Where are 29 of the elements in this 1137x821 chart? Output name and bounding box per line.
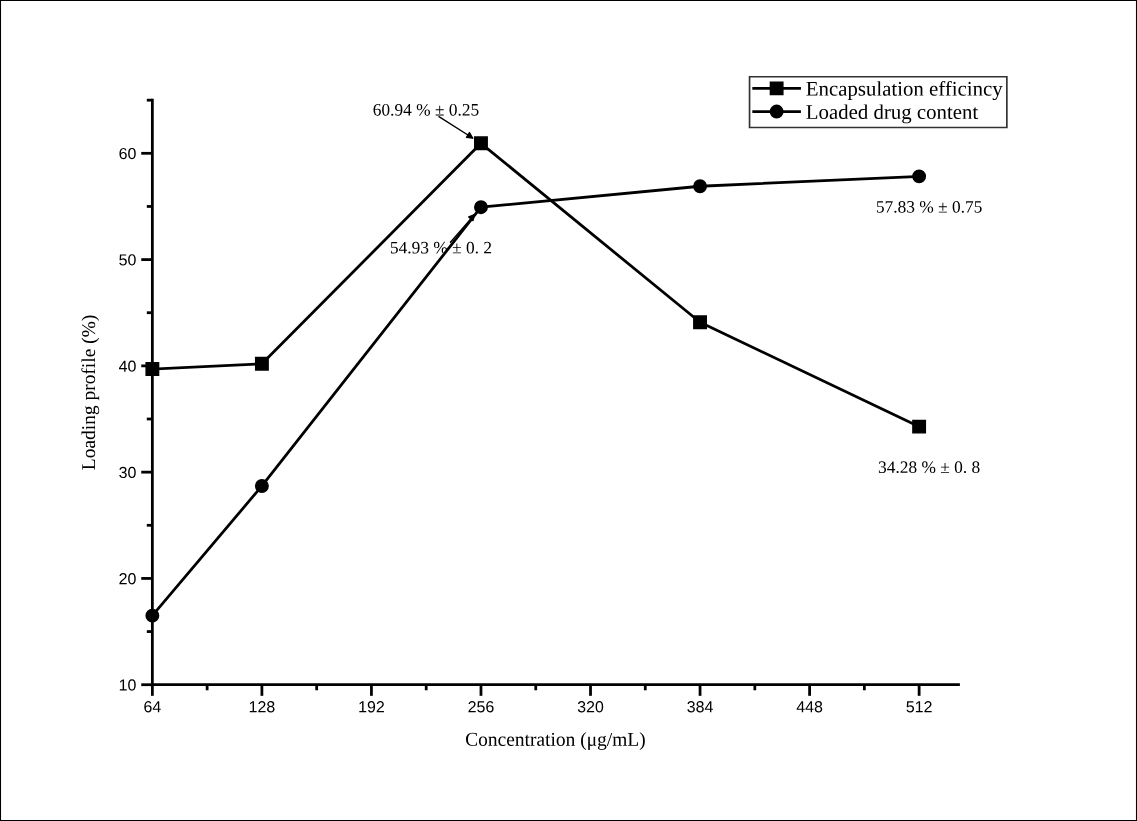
y-tick-label: 60 <box>119 147 136 160</box>
legend-label: Encapsulation efficincy <box>806 80 1003 101</box>
x-tick-label: 64 <box>144 701 161 713</box>
y-tick-label: 40 <box>118 360 136 372</box>
point <box>254 479 269 493</box>
x-tick-label: 512 <box>906 701 932 713</box>
y-axis-title: Loading profile (%) <box>81 315 100 470</box>
point <box>693 179 707 194</box>
point <box>912 419 927 434</box>
legend-label: Loaded drug content <box>806 104 979 124</box>
x-tick-label: 448 <box>796 701 823 713</box>
annotation: 60.94 % ± 0.25 <box>373 103 479 116</box>
y-tick-label: 20 <box>119 573 136 585</box>
y-tick-label: 30 <box>119 466 136 479</box>
point <box>254 356 269 371</box>
x-axis-title: Concentration (μg/mL) <box>465 732 645 750</box>
y-tick-label: 10 <box>119 679 136 691</box>
annotation: 57.83 % ± 0.75 <box>876 201 982 213</box>
point <box>474 136 488 151</box>
point <box>912 169 927 184</box>
x-tick-label: 384 <box>687 701 713 713</box>
x-tick-label: 192 <box>359 701 384 713</box>
point <box>474 200 488 215</box>
y-tick-label: 50 <box>119 254 136 266</box>
x-tick-label: 320 <box>577 701 604 713</box>
annotation: 34.28 % ± 0. 8 <box>878 461 980 474</box>
point <box>693 315 707 330</box>
x-tick-label: 256 <box>468 701 494 713</box>
x-tick-label: 128 <box>249 701 275 713</box>
